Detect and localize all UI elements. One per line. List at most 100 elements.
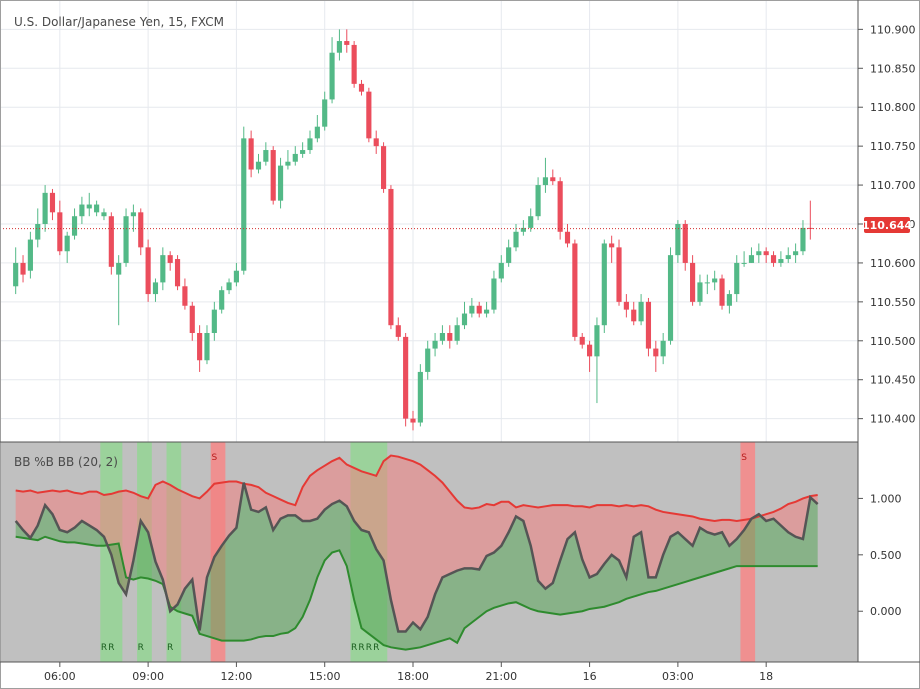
- last-price-label: 110.644: [862, 219, 912, 232]
- candle-down: [410, 418, 416, 423]
- candle-down: [557, 181, 563, 232]
- candle-up: [13, 262, 19, 287]
- lower-band-line: [15, 535, 818, 651]
- candle-up: [417, 371, 423, 423]
- candle-up: [152, 282, 159, 295]
- candle-down: [645, 301, 652, 349]
- candle-down: [380, 146, 387, 189]
- candle-down: [197, 333, 203, 361]
- x-tick-label: 16: [583, 670, 597, 683]
- candle-up: [116, 262, 122, 275]
- candle-up: [336, 41, 342, 53]
- candle-down: [270, 150, 276, 201]
- candle-up: [756, 251, 762, 256]
- chart-title: U.S. Dollar/Japanese Yen, 15, FXCM: [14, 15, 224, 29]
- candle-up: [542, 177, 549, 186]
- candle-down: [770, 255, 777, 263]
- candle-up: [94, 204, 100, 213]
- candle-up: [601, 243, 607, 326]
- signal-markers: R R R RSR R R RS: [101, 453, 747, 653]
- candle-up: [734, 262, 740, 295]
- x-tick-label: 18:00: [397, 670, 429, 683]
- candle-up: [726, 294, 732, 306]
- grid-lines: [0, 0, 858, 442]
- candle-down: [690, 262, 696, 302]
- candle-up: [64, 235, 70, 252]
- candle-down: [145, 247, 151, 295]
- y-tick-label: 110.700: [870, 179, 916, 192]
- upper-band-line: [15, 454, 818, 522]
- y-tick-label: 110.550: [870, 296, 916, 309]
- candle-up: [491, 278, 497, 310]
- candlesticks: [13, 29, 813, 431]
- y-tick-label: 110.900: [870, 23, 916, 36]
- x-tick-label: 18: [759, 670, 773, 683]
- x-tick-label: 06:00: [44, 670, 76, 683]
- percent-b-line: [14, 482, 819, 633]
- candle-up: [241, 138, 247, 271]
- candle-down: [358, 83, 365, 92]
- candle-down: [20, 262, 26, 275]
- candle-up: [697, 282, 703, 302]
- candle-down: [108, 216, 114, 267]
- candle-down: [587, 344, 593, 357]
- candle-up: [432, 340, 438, 349]
- candle-up: [454, 325, 460, 341]
- buy-marker: R: [366, 643, 372, 653]
- candle-down: [609, 243, 615, 248]
- candle-down: [373, 138, 379, 147]
- candle-up: [255, 161, 262, 170]
- y-tick-label: 110.600: [870, 257, 916, 270]
- candle-up: [439, 333, 446, 341]
- candle-up: [79, 204, 85, 217]
- buy-marker: R: [358, 643, 364, 653]
- y-tick-label: 1.000: [870, 492, 902, 505]
- candle-down: [403, 336, 409, 419]
- candle-up: [204, 333, 210, 361]
- lower-band-fill: [15, 482, 818, 650]
- indicator-title: BB %B BB (20, 2): [14, 455, 118, 469]
- candle-up: [277, 165, 284, 201]
- x-tick-label: 21:00: [485, 670, 517, 683]
- candle-up: [660, 340, 666, 357]
- candle-up: [226, 282, 232, 291]
- last-price-badge: 110.644: [862, 217, 912, 233]
- candle-up: [667, 255, 674, 341]
- candle-up: [704, 282, 710, 284]
- candle-down: [564, 231, 571, 244]
- candle-down: [57, 212, 63, 252]
- candle-up: [71, 216, 78, 236]
- y-tick-label: 110.500: [870, 335, 916, 348]
- candle-down: [182, 286, 188, 306]
- candle-down: [189, 305, 195, 333]
- candle-down: [248, 138, 254, 170]
- candle-down: [366, 91, 372, 139]
- y-tick-label: 110.400: [870, 413, 916, 426]
- candle-down: [682, 224, 688, 263]
- upper-band-fill: [15, 455, 818, 632]
- candle-up: [322, 99, 328, 127]
- candle-down: [447, 333, 453, 341]
- candle-down: [719, 278, 725, 306]
- candle-up: [263, 150, 269, 162]
- x-tick-label: 15:00: [309, 670, 341, 683]
- candle-down: [631, 309, 637, 322]
- candle-up: [130, 212, 136, 217]
- buy-marker: R: [108, 643, 114, 653]
- candle-up: [800, 227, 806, 252]
- candle-down: [653, 348, 659, 357]
- candle-up: [520, 227, 526, 232]
- x-tick-label: 03:00: [662, 670, 694, 683]
- candle-up: [594, 325, 600, 357]
- candle-up: [498, 262, 504, 279]
- percent-b-line: [14, 482, 819, 633]
- candle-up: [300, 150, 306, 154]
- candle-up: [27, 239, 33, 271]
- bollinger-bands: [15, 454, 818, 651]
- candle-up: [42, 192, 48, 224]
- candle-up: [712, 278, 718, 283]
- candle-up: [425, 348, 431, 372]
- candle-up: [211, 309, 217, 333]
- candle-up: [123, 216, 129, 263]
